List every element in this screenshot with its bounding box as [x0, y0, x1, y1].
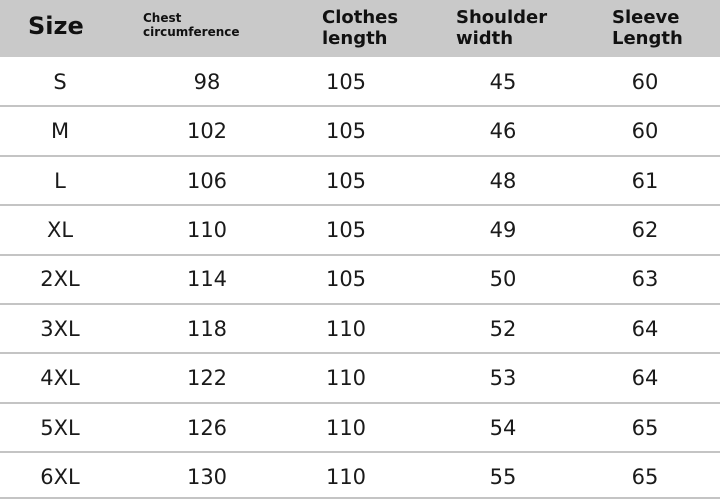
- value-cell: 54: [489, 415, 517, 440]
- value-cell: 105: [325, 168, 367, 193]
- value-cell: 61: [631, 168, 659, 193]
- row-divider: [0, 451, 720, 454]
- row-divider: [0, 154, 720, 157]
- value-cell: 60: [631, 69, 659, 94]
- value-cell: 53: [489, 366, 517, 391]
- size-cell: 6XL: [40, 464, 80, 489]
- value-cell: 126: [186, 415, 228, 440]
- value-cell: 114: [186, 267, 228, 292]
- size-cell: S: [53, 69, 67, 94]
- value-cell: 110: [186, 217, 228, 242]
- value-cell: 130: [186, 464, 228, 489]
- row-divider: [0, 497, 720, 499]
- value-cell: 105: [325, 217, 367, 242]
- value-cell: 45: [489, 69, 517, 94]
- header-cell: Clothes length: [322, 7, 399, 49]
- size-cell: 2XL: [40, 267, 80, 292]
- header-row: Size Chest circumference Clothes length …: [0, 0, 720, 57]
- value-cell: 106: [186, 168, 228, 193]
- value-cell: 55: [489, 464, 517, 489]
- value-cell: 64: [631, 366, 659, 391]
- size-cell: L: [54, 168, 66, 193]
- value-cell: 62: [631, 217, 659, 242]
- value-cell: 65: [631, 464, 659, 489]
- row-divider: [0, 303, 720, 305]
- value-cell: 48: [489, 168, 517, 193]
- value-cell: 64: [631, 316, 659, 341]
- row-divider: [0, 253, 720, 256]
- header-cell: Size: [28, 12, 84, 40]
- value-cell: 110: [325, 366, 367, 391]
- value-cell: 105: [325, 119, 367, 144]
- row-divider: [0, 204, 720, 207]
- header-cell: Shoulder width: [456, 7, 548, 49]
- value-cell: 65: [631, 415, 659, 440]
- value-cell: 49: [489, 217, 517, 242]
- header-cell: Chest circumference: [143, 11, 240, 39]
- value-cell: 98: [193, 69, 221, 94]
- value-cell: 102: [186, 119, 228, 144]
- row-divider: [0, 401, 720, 404]
- size-cell: 4XL: [40, 366, 80, 391]
- size-cell: 5XL: [40, 415, 80, 440]
- value-cell: 60: [631, 119, 659, 144]
- value-cell: 105: [325, 267, 367, 292]
- header-cell: Sleeve Length: [612, 7, 683, 49]
- value-cell: 105: [325, 69, 367, 94]
- row-divider: [0, 105, 720, 108]
- value-cell: 52: [489, 316, 517, 341]
- value-cell: 110: [325, 464, 367, 489]
- value-cell: 118: [186, 316, 228, 341]
- value-cell: 46: [489, 119, 517, 144]
- row-divider: [0, 352, 720, 355]
- value-cell: 110: [325, 316, 367, 341]
- value-cell: 63: [631, 267, 659, 292]
- value-cell: 122: [186, 366, 228, 391]
- size-cell: M: [50, 119, 70, 144]
- value-cell: 50: [489, 267, 517, 292]
- value-cell: 110: [325, 415, 367, 440]
- size-cell: XL: [46, 217, 74, 242]
- size-cell: 3XL: [40, 316, 80, 341]
